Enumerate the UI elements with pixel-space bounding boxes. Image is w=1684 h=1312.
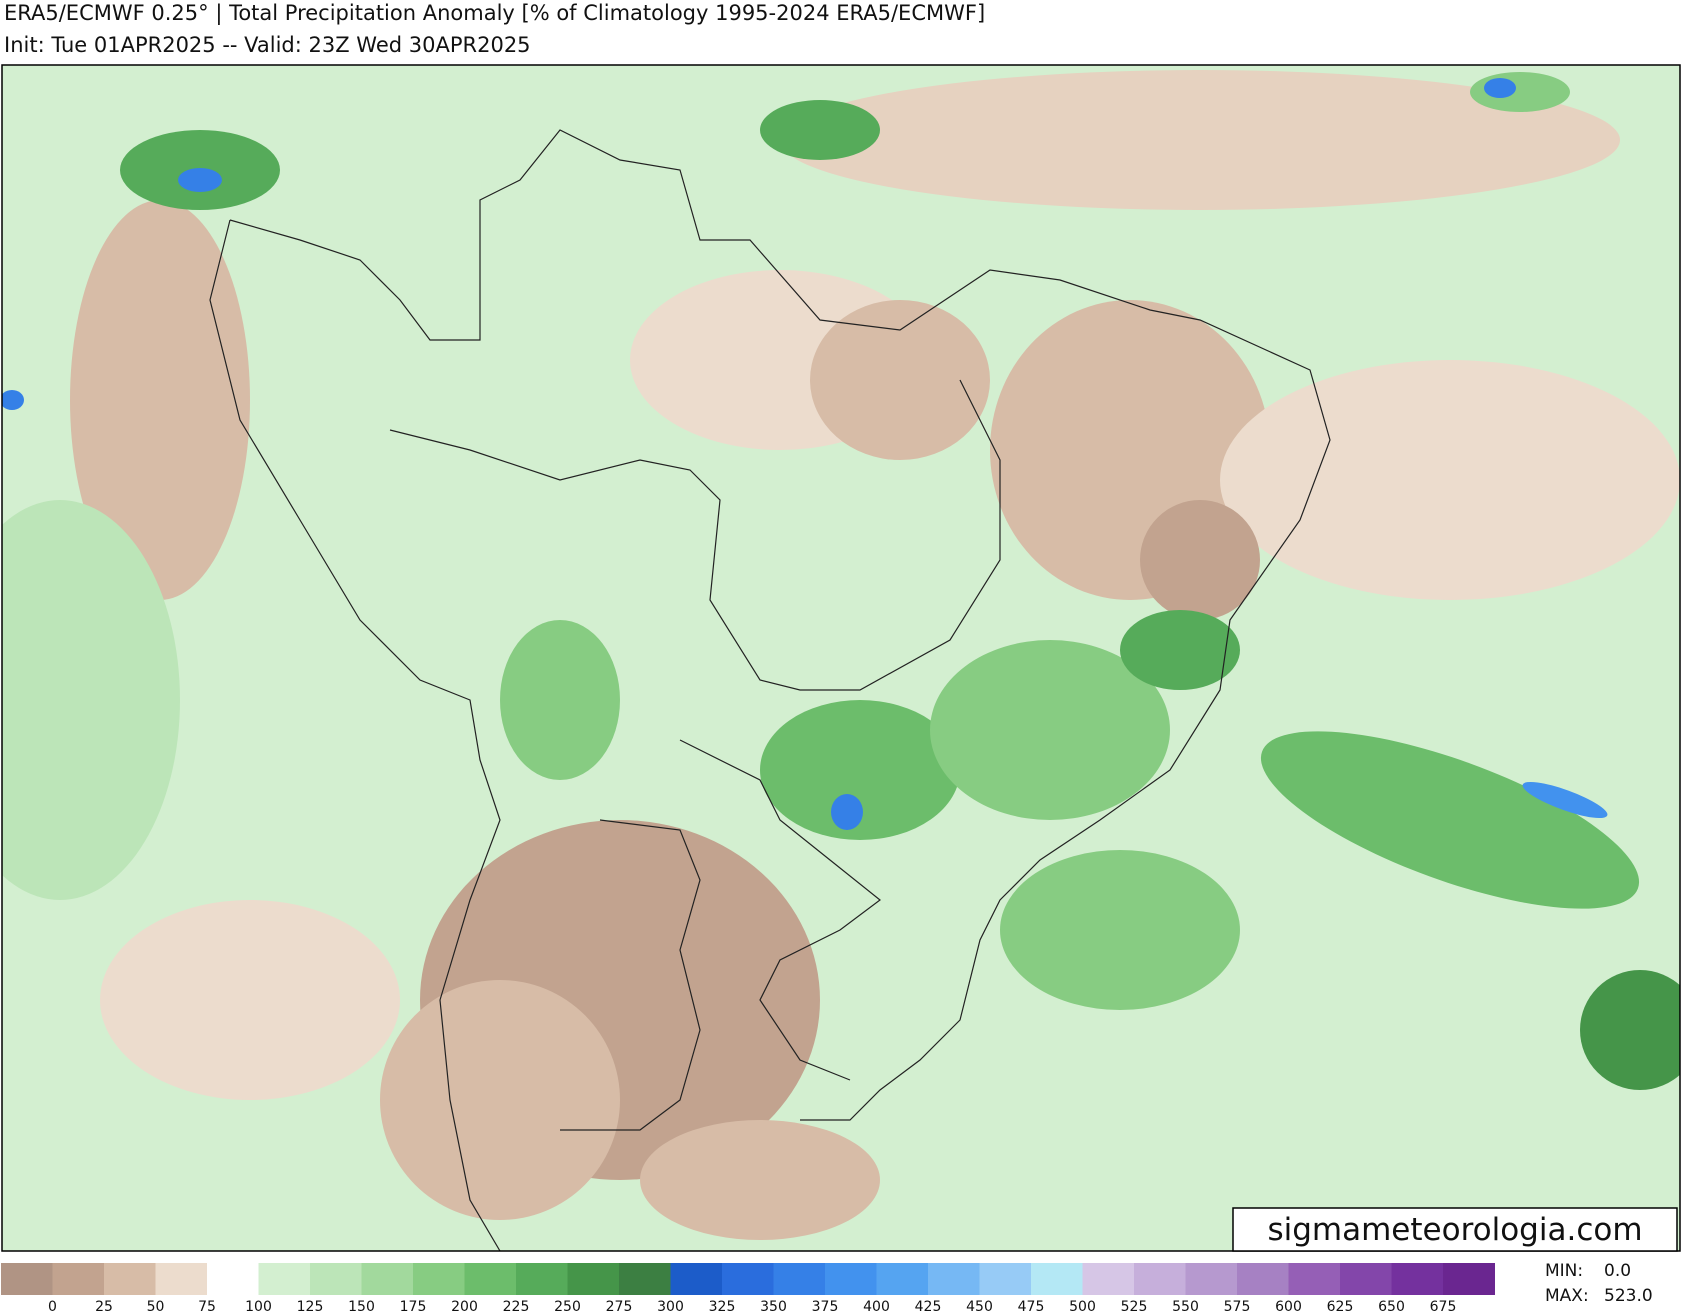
colorbar-swatch [979,1263,1032,1295]
colorbar-tick-label: 100 [245,1299,272,1312]
colorbar-tick-label: 350 [760,1299,787,1312]
colorbar-tick-label: 550 [1172,1299,1199,1312]
colorbar-swatch [1237,1263,1289,1295]
watermark-box [1232,1207,1678,1252]
colorbar-swatch [310,1263,362,1295]
colorbar-swatch [1,1263,53,1295]
title: ERA5/ECMWF 0.25° | Total Precipitation A… [4,1,985,26]
colorbar-swatch [104,1263,156,1295]
colorbar-swatch [258,1263,311,1295]
colorbar-tick-label: 525 [1121,1299,1148,1312]
colorbar-swatch [1391,1263,1444,1295]
colorbar: 0 25 50 75 100 125 150 175 200 225 250 275 300 325 350… [1,1263,1495,1312]
colorbar-swatch [825,1263,877,1295]
colorbar-swatch [155,1263,208,1295]
colorbar-tick-label: 0 [48,1299,57,1312]
colorbar-tick-label: 325 [709,1299,736,1312]
colorbar-swatch [52,1263,105,1295]
colorbar-tick-label: 50 [147,1299,165,1312]
colorbar-swatch [1340,1263,1392,1295]
colorbar-tick-label: 650 [1378,1299,1405,1312]
min-label: MIN: [1545,1261,1583,1281]
colorbar-swatch [722,1263,774,1295]
colorbar-tick-label: 500 [1069,1299,1096,1312]
colorbar-tick-label: 475 [1018,1299,1045,1312]
subtitle: Init: Tue 01APR2025 -- Valid: 23Z Wed 30… [4,33,531,57]
colorbar-tick-label: 225 [503,1299,530,1312]
colorbar-tick-label: 675 [1430,1299,1457,1312]
map [1,64,1681,1252]
colorbar-swatch [413,1263,465,1295]
colorbar-tick-label: 275 [606,1299,633,1312]
colorbar-tick-label: 250 [554,1299,581,1312]
colorbar-swatch [1134,1263,1186,1295]
colorbar-tick-label: 625 [1327,1299,1354,1312]
max-label: MAX: [1545,1286,1589,1306]
colorbar-swatch [928,1263,980,1295]
colorbar-tick-label: 600 [1275,1299,1302,1312]
max-value: 523.0 [1604,1286,1653,1306]
colorbar-tick-label: 75 [198,1299,216,1312]
colorbar-swatch [516,1263,568,1295]
colorbar-tick-label: 200 [451,1299,478,1312]
colorbar-swatch [464,1263,517,1295]
colorbar-swatch [1443,1263,1495,1295]
colorbar-tick-label: 150 [348,1299,375,1312]
colorbar-swatch [567,1263,620,1295]
colorbar-tick-label: 450 [966,1299,993,1312]
colorbar-swatch [876,1263,929,1295]
colorbar-swatch [207,1263,259,1295]
watermark: sigmameteorologia.com [1267,1212,1642,1248]
colorbar-swatch [670,1263,723,1295]
colorbar-swatch [1031,1263,1083,1295]
colorbar-tick-label: 575 [1224,1299,1251,1312]
colorbar-tick-label: 400 [863,1299,890,1312]
colorbar-tick-label: 425 [915,1299,942,1312]
colorbar-tick-label: 175 [400,1299,427,1312]
colorbar-swatch [1185,1263,1238,1295]
colorbar-swatch [773,1263,826,1295]
colorbar-swatch [1288,1263,1341,1295]
colorbar-tick-label: 300 [657,1299,684,1312]
min-value: 0.0 [1604,1261,1631,1281]
colorbar-tick-label: 125 [297,1299,324,1312]
colorbar-tick-label: 375 [812,1299,839,1312]
colorbar-tick-label: 25 [95,1299,113,1312]
colorbar-swatch [619,1263,671,1295]
colorbar-swatch [361,1263,414,1295]
colorbar-swatch [1082,1263,1135,1295]
